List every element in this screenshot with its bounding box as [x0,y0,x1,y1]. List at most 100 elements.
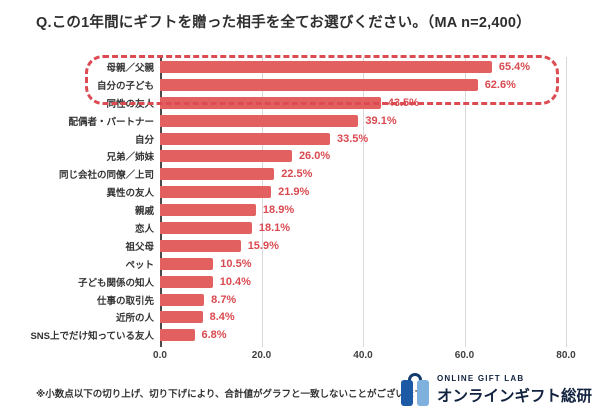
value-label: 6.8% [201,329,227,342]
value-label: 8.4% [209,311,235,324]
bar-track: 18.9% [160,201,566,219]
bar-track: 15.9% [160,237,566,255]
x-tick-label: 0.0 [153,350,167,361]
value-label: 18.1% [258,221,291,234]
chart-row: 兄弟／姉妹 26.0% [0,147,600,165]
bar [160,96,381,109]
bar-track: 8.4% [160,308,566,326]
category-label: 母親／父親 [106,62,154,74]
chart-row: ペット 10.5% [0,255,600,273]
value-label: 15.9% [247,239,279,252]
chart-row: 自分 33.5% [0,130,600,148]
value-label: 18.9% [262,204,295,217]
value-label: 26.0% [298,150,331,163]
bar [160,329,195,342]
chart-row: 異性の友人 21.9% [0,183,600,201]
x-tick-label: 20.0 [251,350,272,361]
bar-track: 22.5% [160,165,566,183]
bar [160,132,330,145]
bar-track: 33.5% [160,130,566,148]
category-label: 異性の友人 [106,188,154,200]
gridline [464,57,466,347]
gridlines [160,57,567,347]
bar-track: 10.4% [160,273,566,291]
value-label: 10.5% [220,257,252,270]
bar-track: 62.6% [160,76,566,94]
value-label: 62.6% [484,78,516,91]
x-tick-label: 40.0 [353,350,373,361]
category-label: ペット [125,259,154,271]
chart-row: 母親／父親 65.4% [0,58,600,76]
gridline [261,57,263,347]
bar [160,204,256,217]
value-label: 8.7% [211,293,237,306]
logo-org-text: オンラインギフト総研 [437,387,593,405]
value-label: 39.1% [365,114,397,127]
footnote: ※小数点以下の切り上げ、切り下げにより、合計値がグラフと一致しないことがございま… [36,389,433,400]
category-label: 仕事の取引先 [96,295,154,307]
bar-track: 6.8% [160,326,566,344]
category-label: 配偶者・パートナー [68,116,154,128]
category-label: 同じ会社の同僚／上司 [58,170,154,182]
bar [160,114,359,127]
category-label: 子ども関係の知人 [77,277,154,289]
gridline [566,57,567,347]
chart-row: 恋人 18.1% [0,219,600,237]
chart-row: 祖父母 15.9% [0,237,600,255]
category-label: 兄弟／姉妹 [106,152,154,164]
value-label: 22.5% [281,168,313,181]
chart-row: 近所の人 8.4% [0,308,600,326]
bar-track: 21.9% [160,183,566,201]
gift-bag-icon [401,373,429,406]
category-label: 近所の人 [115,313,154,325]
bar-track: 18.1% [160,219,566,237]
logo: ONLINE GIFT LAB オンラインギフト総研 [401,373,592,406]
bar [160,186,272,199]
x-axis-labels: 0.0 20.0 40.0 60.0 80.0 [153,350,576,364]
gridline [363,57,364,347]
value-label: 10.4% [219,275,251,288]
category-label: 自分の子ども [96,80,154,92]
gift-bag-right-panel [417,380,429,406]
bar-track: 8.7% [160,291,566,309]
category-label: 同性の友人 [106,98,154,110]
chart-rows: 母親／父親 65.4% 自分の子ども 62.6% 同性の友人 43.5% 配偶者・パートナー… [0,58,600,344]
value-label: 43.5% [387,96,419,109]
bar [160,275,213,288]
bar-track: 39.1% [160,112,566,130]
bar [160,221,252,234]
bar-track: 65.4% [160,58,566,76]
chart-row: 同性の友人 43.5% [0,94,600,112]
bar-chart: 母親／父親 65.4% 自分の子ども 62.6% 同性の友人 43.5% 配偶者・パートナー… [0,55,600,361]
bar-track: 10.5% [160,255,566,273]
gift-bag-handle [408,373,422,382]
bar [160,257,214,270]
value-label: 33.5% [337,132,369,145]
category-label: 親戚 [134,206,154,218]
category-label: 恋人 [134,223,154,235]
chart-row: 配偶者・パートナー 39.1% [0,112,600,130]
value-label: 21.9% [278,186,310,199]
chart-row: 仕事の取引先 8.7% [0,291,600,309]
y-axis-line [160,57,162,347]
bar [160,311,203,324]
bar [160,239,241,252]
bar [160,293,205,306]
chart-title: Q.この1年間にギフトを贈った相手を全てお選びください。（MA n=2,400） [36,15,531,31]
chart-row: SNS上でだけ知っている友人 6.8% [0,326,600,344]
chart-row: 親戚 18.9% [0,201,600,219]
category-label: 祖父母 [125,241,154,253]
chart-row: 同じ会社の同僚／上司 22.5% [0,165,600,183]
value-label: 65.4% [498,60,531,73]
x-tick-label: 60.0 [454,350,475,361]
bar [160,78,478,91]
logo-text: ONLINE GIFT LAB オンラインギフト総研 [437,374,592,406]
bar-track: 26.0% [160,147,566,165]
bar [160,150,292,163]
bar [160,60,492,73]
chart-row: 子ども関係の知人 10.4% [0,273,600,291]
category-label: 自分 [134,134,154,146]
x-tick-label: 80.0 [556,350,576,361]
logo-lab-text: ONLINE GIFT LAB [437,373,525,383]
